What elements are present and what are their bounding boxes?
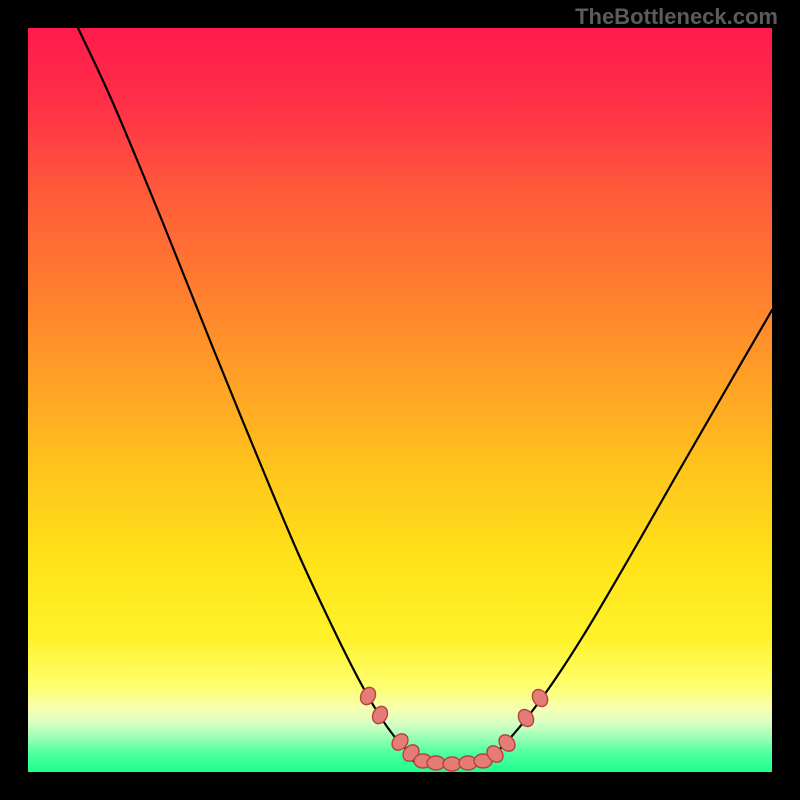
bottleneck-curve [78,28,772,765]
plot-area [28,28,772,772]
curve-marker [443,757,461,771]
curve-marker [427,756,445,770]
stage: TheBottleneck.com [0,0,800,800]
curve-marker [358,685,379,707]
curve-layer [28,28,772,772]
curve-marker [370,704,391,726]
watermark-text: TheBottleneck.com [575,4,778,30]
